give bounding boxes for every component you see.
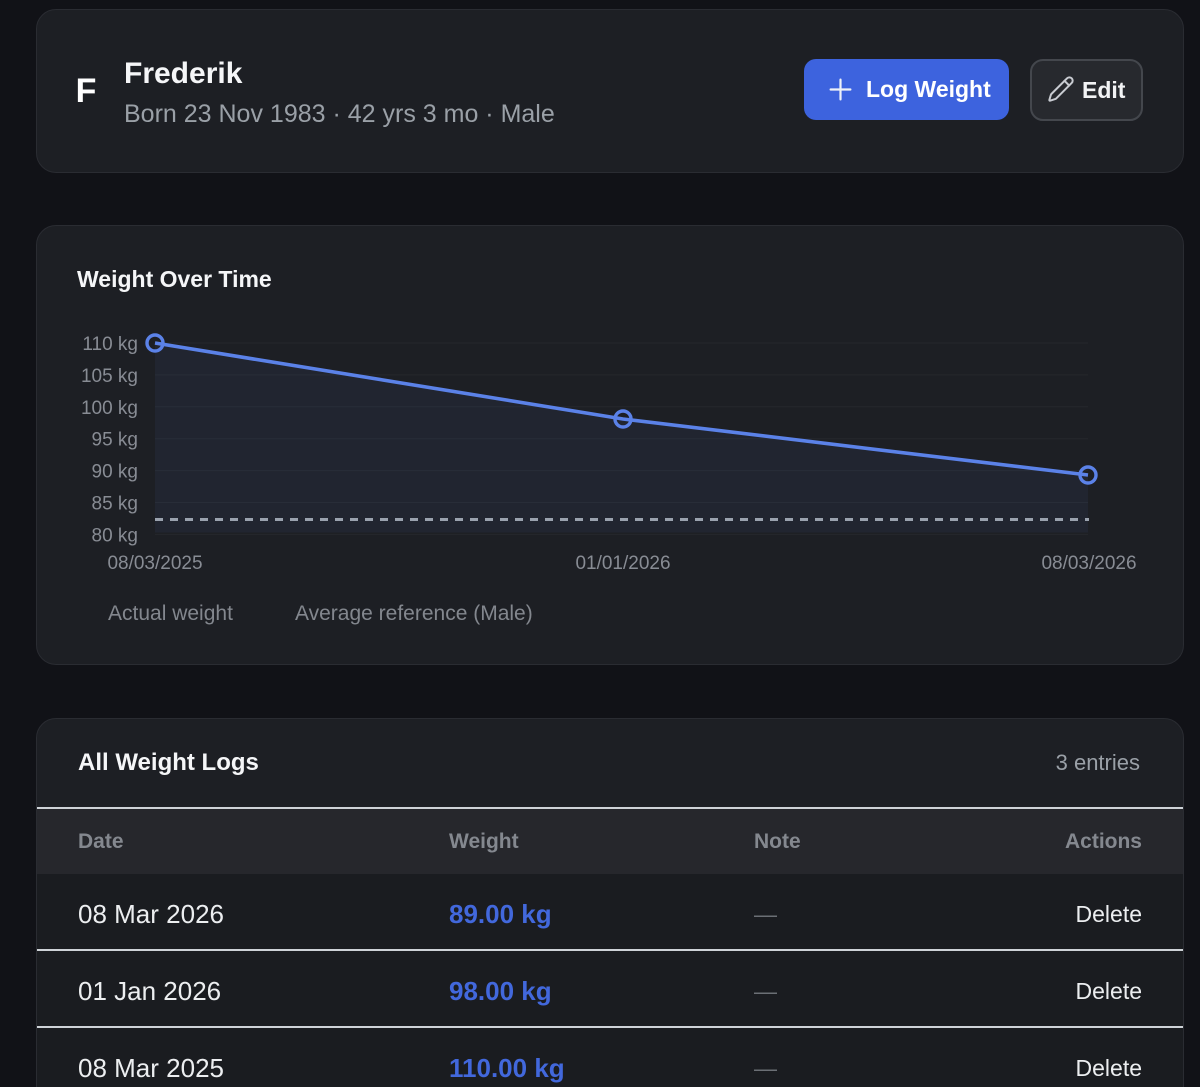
svg-text:110 kg: 110 kg — [82, 334, 138, 355]
svg-text:80 kg: 80 kg — [92, 525, 138, 546]
svg-text:95 kg: 95 kg — [92, 430, 138, 451]
svg-text:90 kg: 90 kg — [92, 462, 138, 483]
svg-text:08/03/2025: 08/03/2025 — [107, 553, 202, 574]
svg-text:08/03/2026: 08/03/2026 — [1041, 553, 1136, 574]
svg-text:85 kg: 85 kg — [92, 494, 138, 515]
svg-text:105 kg: 105 kg — [81, 366, 138, 387]
svg-text:Actual weight: Actual weight — [108, 602, 233, 625]
svg-text:01/01/2026: 01/01/2026 — [575, 553, 670, 574]
svg-text:100 kg: 100 kg — [81, 398, 138, 419]
svg-text:Average reference (Male): Average reference (Male) — [295, 602, 533, 625]
